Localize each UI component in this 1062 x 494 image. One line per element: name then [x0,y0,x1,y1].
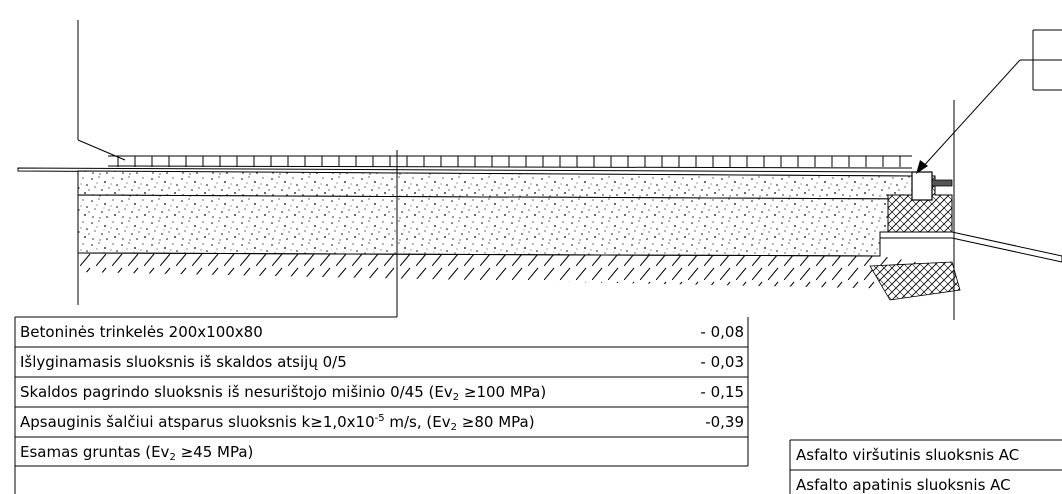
layer-row-pavers: Betoninės trinkelės 200x100x80 - 0,08 [15,317,748,347]
asphalt-top-layer [931,179,953,187]
gravel-base-layer [77,170,913,200]
layer-label: Betoninės trinkelės 200x100x80 [20,323,263,341]
layer-thickness: - 0,08 [700,323,744,341]
frost-protection-layer [77,194,913,257]
existing-ground [78,253,960,290]
arrow-head [916,160,928,174]
layer-row-frost: Apsauginis šalčiui atsparus sluoksnis k≥… [15,407,748,437]
layer-label: Esamas gruntas (Ev2 ≥45 MPa) [20,443,254,463]
layer-row-ground: Esamas gruntas (Ev2 ≥45 MPa) [15,437,748,465]
layer-thickness: - 0,03 [700,353,744,371]
leader-lines [15,20,1062,320]
layer-thickness: -0,39 [705,413,744,431]
layer-label: Skaldos pagrindo sluoksnis iš nesurištoj… [20,383,547,403]
curb-stone [911,171,933,201]
asphalt-row-lower: Asfalto apatinis sluoksnis AC [796,476,1011,494]
asphalt-table-frame [789,439,1062,494]
layer-label: Išlyginamasis sluoksnis iš skaldos atsij… [20,353,347,371]
layer-label: Apsauginis šalčiui atsparus sluoksnis k≥… [20,413,535,433]
asphalt-row-top: Asfalto viršutinis sluoksnis AC [796,446,1020,464]
paver-row [107,155,913,169]
legend-table-frame [14,317,749,494]
asphalt-legend-table: Asfalto viršutinis sluoksnis AC Asfalto … [790,440,1062,494]
layer-row-screed: Išlyginamasis sluoksnis iš skaldos atsij… [15,347,748,377]
layer-legend-table: Betoninės trinkelės 200x100x80 - 0,08 Iš… [15,317,748,465]
layer-thickness: - 0,15 [700,383,744,401]
asphalt-subbase [869,261,961,301]
layer-row-base: Skaldos pagrindo sluoksnis iš nesurištoj… [15,377,748,407]
asphalt-lower-layer [879,231,1062,263]
